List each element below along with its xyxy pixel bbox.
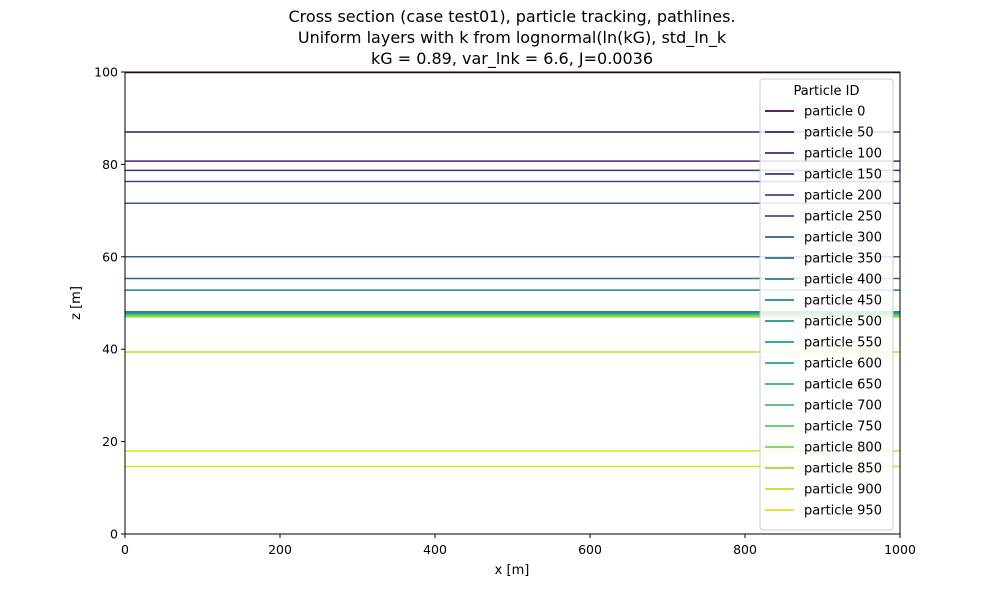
legend-label-17: particle 850	[804, 462, 882, 477]
chart-title-line-1: Cross section (case test01), particle tr…	[289, 7, 736, 26]
x-tick-label-0: 0	[121, 542, 129, 557]
legend-label-11: particle 550	[804, 336, 882, 351]
plot-frame	[124, 71, 901, 535]
y-tick-label-3: 60	[102, 249, 118, 264]
legend-title: Particle ID	[793, 84, 859, 99]
x-tick-label-2: 400	[423, 542, 447, 557]
legend-label-6: particle 300	[804, 231, 882, 246]
legend-label-9: particle 450	[804, 294, 882, 309]
legend-label-4: particle 200	[804, 189, 882, 204]
legend-label-15: particle 750	[804, 420, 882, 435]
chart-title-line-2: Uniform layers with k from lognormal(ln(…	[298, 28, 727, 48]
x-axis-label: x [m]	[495, 563, 530, 578]
y-tick-label-0: 0	[110, 527, 118, 542]
y-tick-label-1: 20	[102, 434, 118, 449]
y-tick-label-5: 100	[94, 65, 118, 80]
x-tick-label-5: 1000	[884, 542, 916, 557]
legend-label-12: particle 600	[804, 357, 882, 372]
x-tick-label-3: 600	[578, 542, 602, 557]
x-axis-ticks: 0 200 400 600 800 1000	[121, 534, 916, 557]
legend-label-7: particle 350	[804, 252, 882, 267]
legend-label-14: particle 700	[804, 399, 882, 414]
x-tick-label-4: 800	[733, 542, 757, 557]
legend-label-13: particle 650	[804, 378, 882, 393]
y-tick-label-4: 80	[102, 157, 118, 172]
legend-label-5: particle 250	[804, 210, 882, 225]
x-tick-label-1: 200	[268, 542, 292, 557]
legend-frame	[759, 78, 894, 531]
legend-label-18: particle 900	[804, 483, 882, 498]
legend-label-10: particle 500	[804, 315, 882, 330]
legend-label-19: particle 950	[804, 504, 882, 519]
legend-label-8: particle 400	[804, 273, 882, 288]
y-tick-label-2: 40	[102, 342, 118, 357]
legend-label-0: particle 0	[804, 105, 865, 120]
legend-label-16: particle 800	[804, 441, 882, 456]
legend-label-3: particle 150	[804, 168, 882, 183]
y-axis-label: z [m]	[69, 286, 84, 320]
chart-title: Cross section (case test01), particle tr…	[289, 7, 736, 69]
chart-title-line-3: kG = 0.89, var_lnk = 6.6, J=0.0036	[371, 49, 653, 69]
legend-label-2: particle 100	[804, 147, 882, 162]
legend-label-1: particle 50	[804, 126, 874, 141]
y-axis-ticks: 0 20 40 60 80 100	[94, 65, 125, 542]
legend: Particle ID particle 0 particle 50 particle…	[759, 78, 894, 531]
